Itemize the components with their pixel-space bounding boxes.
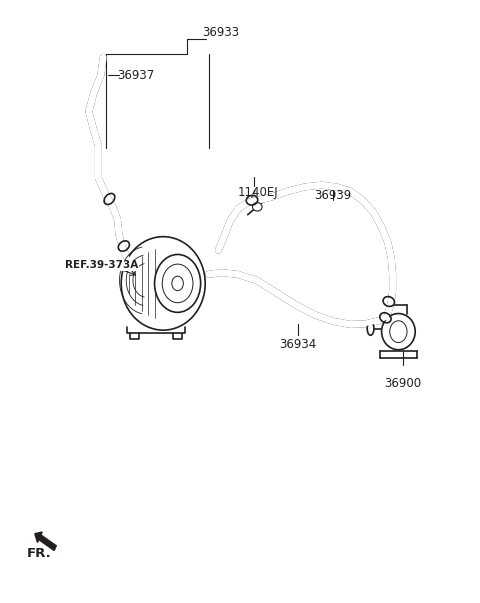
Ellipse shape	[121, 236, 205, 330]
Circle shape	[155, 254, 201, 312]
Circle shape	[162, 264, 193, 303]
Text: 36939: 36939	[314, 189, 352, 203]
Text: FR.: FR.	[26, 547, 51, 560]
Ellipse shape	[367, 322, 374, 335]
Text: 36934: 36934	[279, 338, 316, 351]
Text: 1140EJ: 1140EJ	[238, 186, 278, 200]
FancyArrow shape	[35, 532, 56, 551]
Circle shape	[172, 276, 183, 291]
Circle shape	[390, 321, 407, 343]
Text: 36933: 36933	[202, 26, 240, 39]
Text: REF.39-373A: REF.39-373A	[65, 260, 138, 270]
Ellipse shape	[252, 203, 262, 211]
Ellipse shape	[382, 314, 415, 350]
Text: 36937: 36937	[118, 69, 155, 82]
Text: 36900: 36900	[384, 377, 422, 390]
